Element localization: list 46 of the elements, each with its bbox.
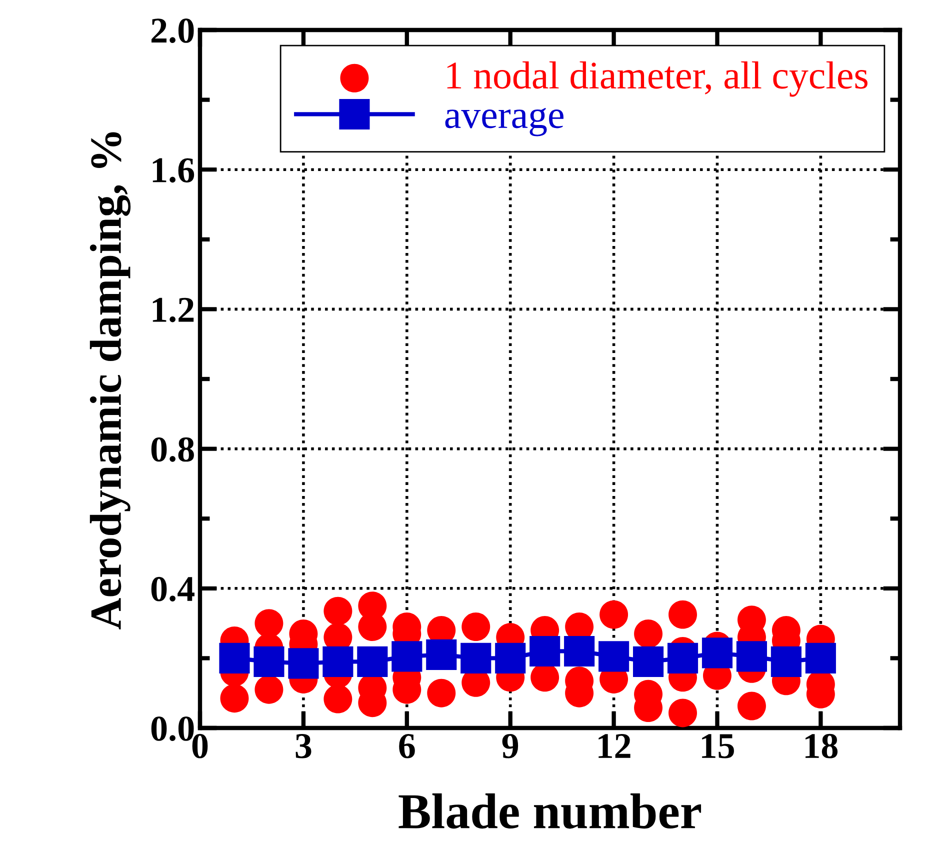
point: [668, 698, 697, 728]
point: [737, 692, 766, 720]
point: [668, 600, 697, 629]
point: [462, 612, 490, 642]
point: [288, 648, 319, 679]
point: [426, 639, 457, 670]
point: [805, 642, 836, 674]
point: [495, 642, 526, 674]
point: [254, 675, 284, 704]
x-tick-label: 0: [192, 734, 208, 758]
x-tick-label: 12: [598, 734, 630, 758]
point: [427, 678, 456, 708]
y-tick-label: 0.8: [151, 437, 194, 462]
point: [564, 636, 595, 666]
point: [254, 646, 284, 677]
point: [357, 646, 388, 677]
legend-label: average: [445, 108, 564, 136]
point: [530, 636, 560, 666]
point: [634, 620, 663, 648]
point: [219, 642, 250, 674]
point: [736, 641, 767, 672]
x-tick-label: 18: [806, 734, 838, 758]
y-axis-title: Aerodynamic damping, %: [90, 132, 131, 630]
point: [633, 646, 664, 677]
y-tick-label: 1.6: [152, 158, 194, 183]
x-tick-label: 6: [399, 734, 415, 758]
point: [598, 641, 630, 672]
x-tick-label: 15: [702, 734, 734, 758]
point: [667, 642, 698, 674]
point: [392, 641, 422, 672]
x-tick-label: 9: [502, 734, 518, 758]
x-tick-label: 3: [296, 734, 312, 758]
point: [702, 638, 733, 668]
legend-label: 1 nodal diameter, all cycles: [447, 61, 868, 97]
point: [220, 684, 249, 713]
point: [460, 642, 492, 674]
point: [600, 600, 628, 629]
point: [322, 646, 354, 677]
x-axis-title: Blade number: [398, 793, 702, 829]
y-tick-label: 0.4: [151, 576, 194, 602]
y-tick-label: 0.0: [151, 716, 194, 742]
point: [324, 684, 352, 714]
y-tick-label: 2.0: [152, 18, 194, 44]
point: [770, 646, 802, 677]
point: [324, 596, 352, 626]
y-tick-label: 1.2: [152, 298, 194, 322]
